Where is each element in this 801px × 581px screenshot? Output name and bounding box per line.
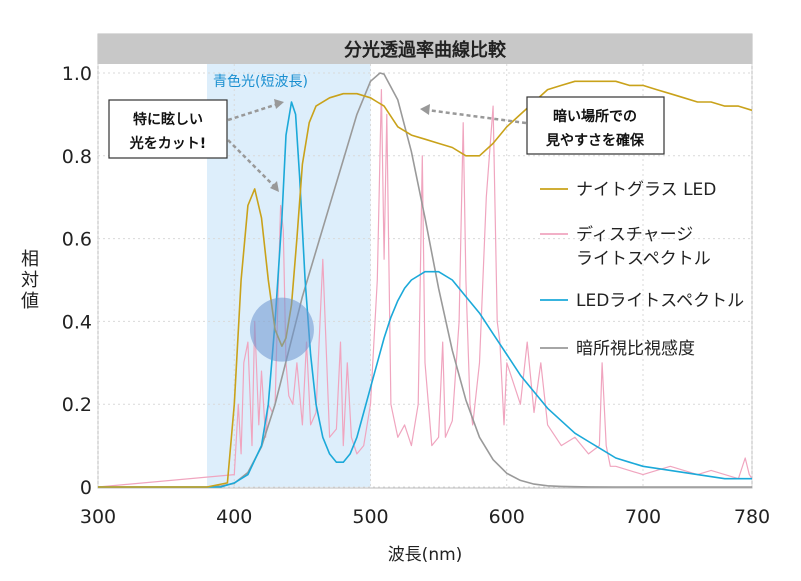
blue-light-band (207, 64, 371, 487)
legend-label-line2: ライトスペクトル (576, 249, 711, 269)
y-axis-label: 相 対 値 (21, 249, 39, 312)
y-tick-label: 0.4 (62, 311, 92, 333)
series-led-light (98, 101, 752, 488)
y-tick-label: 0.6 (62, 229, 92, 251)
callout-left: 特に眩しい 光をカット! (108, 99, 284, 192)
legend-label: ディスチャージ (576, 224, 693, 245)
svg-text:対: 対 (21, 270, 39, 291)
y-tick-label: 1.0 (62, 63, 92, 85)
svg-text:相: 相 (21, 249, 39, 270)
x-tick-label: 600 (489, 506, 525, 528)
callout-right: 暗い場所での 見やすさを確保 (420, 96, 665, 155)
x-tick-label: 400 (216, 506, 252, 528)
svg-text:特に眩しい: 特に眩しい (133, 111, 203, 128)
legend-label: 暗所視比視感度 (576, 339, 695, 359)
title-bar (98, 34, 752, 64)
x-tick-label: 700 (625, 506, 661, 528)
grid-lines (97, 64, 753, 488)
series-scotopic (98, 72, 752, 488)
y-axis-ticks: 0 0.2 0.4 0.6 0.8 1.0 (62, 63, 92, 499)
svg-text:光をカット!: 光をカット! (129, 135, 206, 152)
svg-text:見やすさを確保: 見やすさを確保 (545, 132, 645, 149)
y-tick-label: 0.8 (62, 146, 92, 168)
y-tick-label: 0.2 (62, 394, 92, 416)
x-tick-label: 500 (352, 506, 388, 528)
svg-text:暗い場所での: 暗い場所での (553, 108, 637, 125)
blue-light-label: 青色光(短波長) (213, 73, 308, 90)
dip-highlight-circle (249, 297, 314, 362)
y-tick-label: 0 (80, 477, 92, 499)
series-night-glass-led (98, 80, 753, 488)
chart-title: 分光透過率曲線比較 (344, 39, 507, 61)
x-tick-label: 780 (734, 506, 770, 528)
legend-label: LEDライトスペクトル (576, 291, 744, 311)
legend-label: ナイトグラス LED (576, 180, 716, 200)
svg-text:値: 値 (21, 291, 39, 312)
x-tick-label: 300 (80, 506, 116, 528)
x-axis-label: 波長(nm) (388, 545, 463, 565)
x-axis-ticks: 300 400 500 600 700 780 (80, 506, 770, 528)
